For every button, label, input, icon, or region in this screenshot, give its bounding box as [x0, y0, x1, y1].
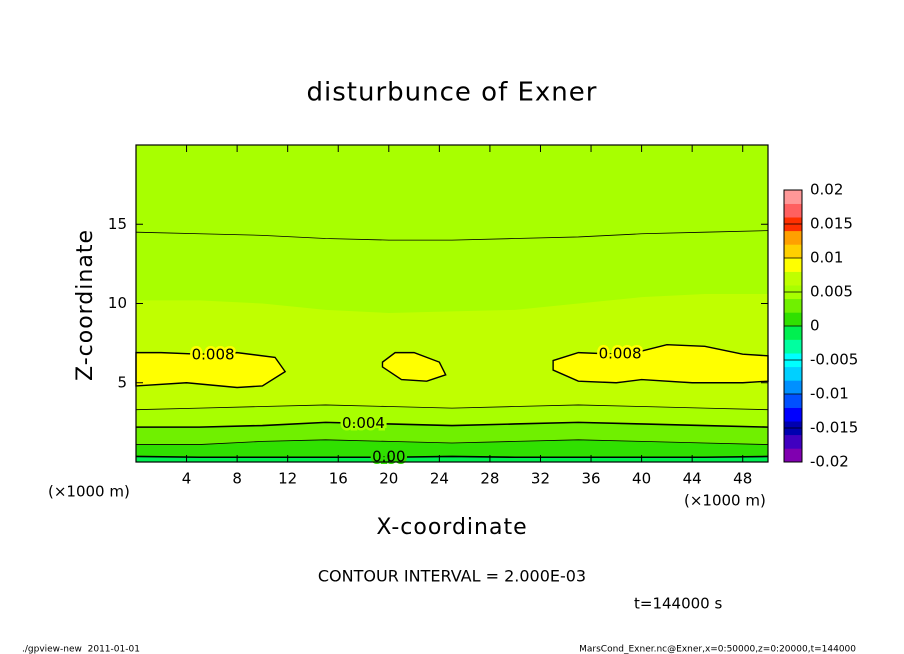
colorbar-swatch — [784, 230, 802, 245]
colorbar-tick-label: -0.02 — [810, 453, 849, 471]
colorbar-swatch — [784, 339, 802, 354]
contour-line — [135, 404, 769, 411]
x-tick-label: 40 — [632, 470, 651, 488]
x-tick-label: 28 — [480, 470, 499, 488]
colorbar-tick-label: 0.005 — [810, 283, 853, 301]
colorbar-tick-label: 0.02 — [810, 181, 843, 199]
colorbar-tick-label: 0 — [810, 317, 820, 335]
y-tick-label: 15 — [108, 215, 127, 233]
contour-band — [136, 439, 768, 458]
footer-right: MarsCond_Exner.nc@Exner,x=0:50000,z=0:20… — [579, 645, 856, 654]
contour-label: 0.008 — [599, 345, 642, 363]
colorbar-swatch — [784, 448, 802, 463]
colorbar-swatch — [784, 312, 802, 327]
x-tick-label: 12 — [278, 470, 297, 488]
x-tick-label: 44 — [683, 470, 702, 488]
x-unit-label: (×1000 m) — [684, 492, 766, 510]
x-unit-label: (×1000 m) — [48, 483, 130, 501]
x-tick-label: 32 — [531, 470, 550, 488]
x-tick-label: 48 — [733, 470, 752, 488]
chart-title: disturbunce of Exner — [307, 78, 598, 108]
colorbar-swatch — [784, 190, 802, 204]
x-tick-label: 36 — [581, 470, 600, 488]
contour-interval: CONTOUR INTERVAL = 2.000E-03 — [318, 567, 586, 586]
contour-patch — [381, 351, 447, 382]
footer-left: ./gpview-new 2011-01-01 — [22, 645, 140, 654]
colorbar-swatch — [784, 366, 802, 381]
colorbar-tick-label: 0.015 — [810, 215, 853, 233]
colorbar-tick-label: -0.01 — [810, 385, 849, 403]
colorbar-swatch — [784, 326, 802, 340]
contour-label: 0.004 — [342, 414, 385, 432]
colorbar-tick-label: -0.015 — [810, 419, 858, 437]
x-tick-label: 8 — [232, 470, 242, 488]
x-tick-label: 16 — [329, 470, 348, 488]
y-axis-label: Z-coordinate — [73, 229, 98, 381]
contour-band — [136, 422, 768, 445]
colorbar-swatch — [784, 203, 802, 218]
colorbar-tick-label: 0.01 — [810, 249, 843, 267]
x-tick-label: 4 — [182, 470, 192, 488]
contour-line — [136, 439, 769, 445]
colorbar-swatch — [784, 298, 802, 313]
y-tick-label: 10 — [108, 294, 127, 312]
contour-patch — [552, 344, 769, 384]
contour-label: 0.008 — [192, 346, 235, 364]
x-axis-label: X-coordinate — [376, 515, 527, 540]
y-tick-label: 5 — [117, 373, 127, 391]
contour-line — [135, 230, 769, 241]
contour-patch — [135, 351, 287, 389]
colorbar-swatch — [784, 271, 802, 286]
colorbar-swatch — [784, 407, 802, 422]
colorbar-tick-label: -0.005 — [810, 351, 858, 369]
time-label: t=144000 s — [634, 595, 722, 613]
x-tick-label: 20 — [379, 470, 398, 488]
colorbar-swatch — [784, 394, 802, 408]
contour-line — [136, 421, 769, 428]
contour-line — [135, 455, 769, 459]
contour-band — [136, 404, 768, 428]
x-tick-label: 24 — [430, 470, 449, 488]
colorbar-swatch — [784, 434, 802, 449]
colorbar-swatch — [784, 380, 802, 395]
colorbar-swatch — [784, 258, 802, 272]
colorbar-swatch — [784, 244, 802, 259]
